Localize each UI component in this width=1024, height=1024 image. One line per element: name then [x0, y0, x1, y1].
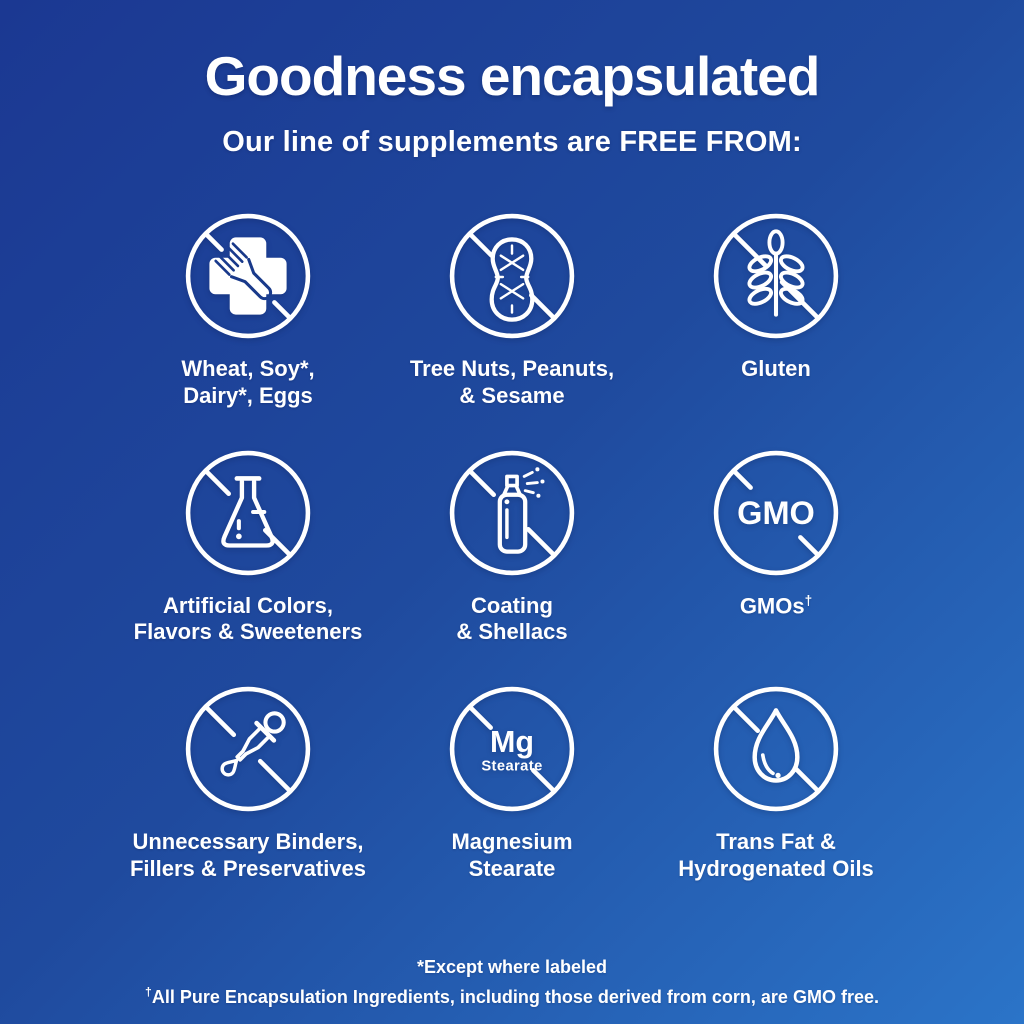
item-label: Artificial Colors, Flavors & Sweeteners — [134, 593, 363, 647]
item-label: Wheat, Soy*, Dairy*, Eggs — [181, 356, 314, 410]
item-label: Tree Nuts, Peanuts, & Sesame — [410, 356, 614, 410]
item-label-line1: Artificial Colors, — [163, 592, 333, 618]
item-label-line2: Fillers & Preservatives — [129, 856, 367, 882]
free-from-item-binders: Unnecessary Binders, Fillers & Preservat… — [130, 684, 366, 883]
stearate-icon-text: Stearate — [481, 759, 542, 775]
header: Goodness encapsulated Our line of supple… — [0, 0, 1024, 159]
free-from-item-allergens: Wheat, Soy*, Dairy*, Eggs — [181, 211, 315, 410]
item-label: Magnesium Stearate — [451, 829, 572, 883]
item-label-line1: Trans Fat & — [716, 829, 836, 855]
free-from-item-gluten: Gluten — [711, 211, 841, 410]
item-label-line2: Stearate — [468, 856, 556, 882]
item-label-line1: Magnesium — [451, 829, 573, 855]
free-from-item-nuts: Tree Nuts, Peanuts, & Sesame — [410, 211, 614, 410]
no-binders-dropper-icon — [185, 687, 311, 812]
item-label: GMOs† — [740, 593, 812, 620]
no-coating-spray-can-icon — [449, 450, 575, 575]
footnote-dagger: †All Pure Encapsulation Ingredients, inc… — [0, 985, 1024, 1008]
item-label: Coating & Shellacs — [456, 593, 567, 647]
no-mg-stearate-icon: Mg Stearate — [449, 687, 575, 812]
free-from-item-trans-fat: Trans Fat & Hydrogenated Oils — [678, 684, 874, 883]
gmo-icon-text: GMO — [737, 495, 815, 531]
item-label-line2: & Shellacs — [456, 619, 568, 645]
no-trans-fat-droplet-icon — [713, 687, 839, 812]
no-artificial-additives-flask-icon — [185, 450, 311, 575]
item-label: Unnecessary Binders, Fillers & Preservat… — [130, 829, 366, 883]
item-label-line1: GMOs† — [740, 593, 812, 620]
item-label-line2: Hydrogenated Oils — [678, 856, 874, 882]
footnote-dagger-text: All Pure Encapsulation Ingredients, incl… — [151, 987, 879, 1007]
footnote-asterisk: *Except where labeled — [416, 957, 608, 977]
item-label-line1: Unnecessary Binders, — [132, 829, 364, 855]
dagger-superscript: † — [804, 592, 813, 608]
item-label-line2: Flavors & Sweeteners — [133, 619, 363, 645]
free-from-item-coating: Coating & Shellacs — [447, 448, 577, 647]
no-gmo-icon: GMO — [713, 450, 839, 575]
item-label-line2: Dairy*, Eggs — [183, 382, 313, 408]
subtitle: Our line of supplements are FREE FROM: — [222, 126, 802, 158]
no-food-allergens-cross-fork-icon — [185, 213, 311, 339]
no-peanut-icon — [449, 213, 575, 339]
no-gluten-wheat-icon — [713, 213, 839, 339]
free-from-item-mg-stearate: Mg Stearate Magnesium Stearate — [447, 684, 577, 883]
item-label: Gluten — [741, 356, 811, 383]
free-from-item-artificial: Artificial Colors, Flavors & Sweeteners — [134, 448, 363, 647]
item-label-line1: Gluten — [741, 356, 811, 381]
free-from-grid: Wheat, Soy*, Dairy*, Eggs — [116, 211, 908, 883]
gmos-text: GMOs — [739, 592, 805, 618]
dagger-symbol: † — [145, 985, 152, 999]
free-from-item-gmo: GMO GMOs† — [711, 448, 841, 647]
item-label-line1: Coating — [471, 592, 553, 618]
item-label-line1: Wheat, Soy*, — [181, 356, 315, 381]
footnotes: *Except where labeled †All Pure Encapsul… — [0, 957, 1024, 1008]
item-label-line2: & Sesame — [459, 382, 565, 408]
item-label-line1: Tree Nuts, Peanuts, — [409, 356, 615, 381]
mg-icon-text: Mg — [490, 725, 534, 759]
main-title: Goodness encapsulated — [204, 45, 821, 107]
item-label: Trans Fat & Hydrogenated Oils — [678, 829, 874, 883]
